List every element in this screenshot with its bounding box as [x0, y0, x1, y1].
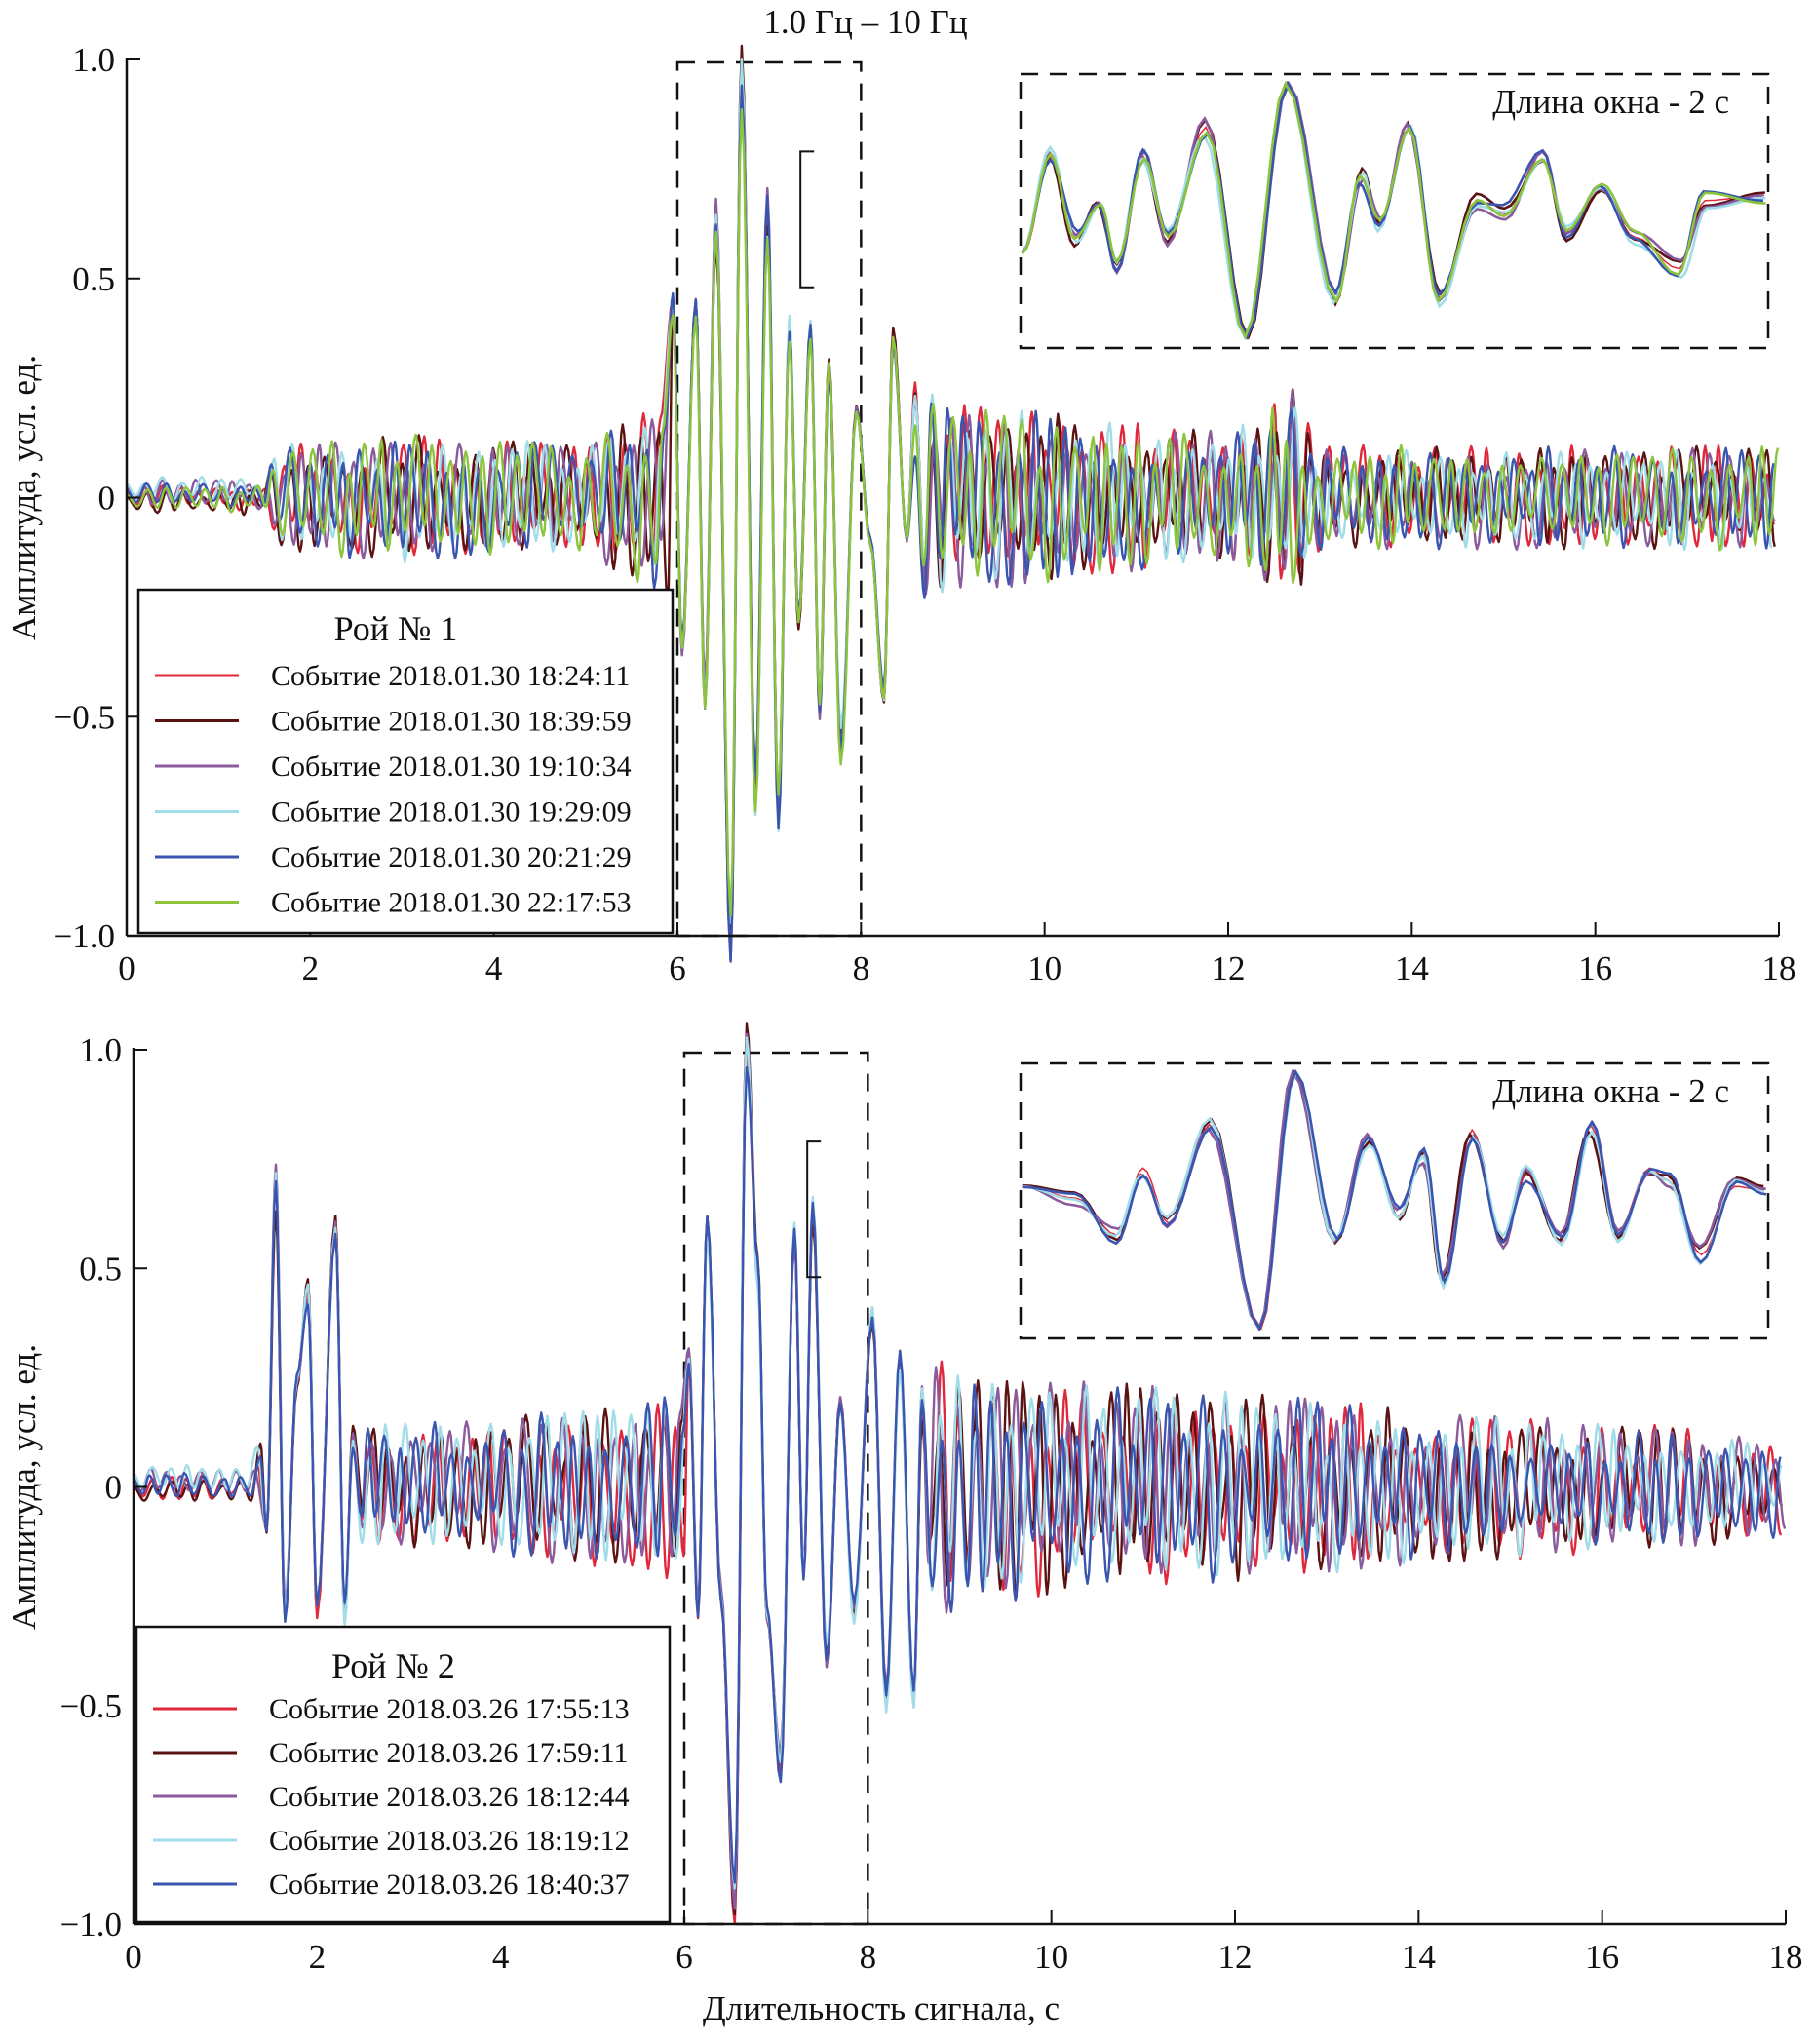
x-tick-label: 16	[1585, 1938, 1619, 1976]
legend-title: Рой № 1	[334, 609, 458, 648]
inset-series-group	[1021, 80, 1766, 340]
y-axis-label: Амплитуда, усл. ед.	[5, 1344, 43, 1630]
legend-box	[136, 588, 675, 935]
x-tick-label: 14	[1402, 1938, 1436, 1976]
inset-series-group	[1022, 1068, 1767, 1332]
y-tick-label: −0.5	[54, 698, 116, 736]
legend-entry: Событие 2018.01.30 18:24:11	[271, 660, 630, 692]
inset-label: Длина окна - 2 с	[1492, 1072, 1729, 1110]
x-axis-label: Длительность сигнала, с	[703, 1989, 1060, 2027]
inset-waveform-series-3	[1021, 81, 1763, 340]
inset-waveform-series-1	[1023, 82, 1765, 339]
inset-waveform-series-5	[1021, 81, 1764, 340]
y-tick-label: 0.5	[79, 1250, 122, 1288]
series-group	[133, 1022, 1787, 1926]
highlight-window-box	[682, 1051, 869, 1926]
y-tick-label: 1.0	[72, 41, 115, 79]
y-axis-label: Амплитуда, усл. ед.	[5, 355, 43, 640]
y-tick-label: 0	[105, 1469, 123, 1507]
bracket-marker	[806, 1140, 822, 1279]
x-tick-label: 2	[309, 1938, 327, 1976]
waveform-series-6	[126, 108, 1780, 917]
legend-entry: Событие 2018.03.26 17:59:11	[269, 1737, 628, 1769]
x-tick-label: 12	[1212, 949, 1246, 987]
x-tick-label: 4	[492, 1938, 510, 1976]
y-tick-label: −1.0	[54, 917, 116, 955]
x-tick-label: 8	[860, 1938, 877, 1976]
y-tick-label: 0	[98, 480, 116, 518]
x-tick-label: 16	[1578, 949, 1612, 987]
panel-swarm-2: 0 2 4 6 8 10 12 14 16 18 1.0 0.5 0 −0.5 −1.0 Амплитуда,…	[5, 1022, 1803, 1976]
waveform-series-5	[133, 1066, 1782, 1884]
panel-swarm-1: 0 2 4 6 8 10 12 14 16 18 1.0 0.5 0 −0.5 −1.0 Амплитуда,…	[5, 41, 1796, 987]
chart-title: 1.0 Гц – 10 Гц	[763, 3, 967, 41]
x-tick-label: 10	[1034, 1938, 1068, 1976]
x-tick-label: 18	[1762, 949, 1796, 987]
series-group	[126, 44, 1780, 963]
x-tick-label: 8	[853, 949, 870, 987]
legend-entry: Событие 2018.03.26 17:55:13	[269, 1693, 630, 1725]
x-tick-label: 12	[1218, 1938, 1253, 1976]
inset-label: Длина окна - 2 с	[1492, 83, 1729, 121]
legend-entry: Событие 2018.03.26 18:40:37	[269, 1869, 630, 1901]
y-tick-label: 1.0	[79, 1031, 122, 1069]
legend-entry: Событие 2018.01.30 19:10:34	[271, 751, 632, 783]
inset-waveform-series-6	[1021, 81, 1766, 340]
legend-entry: Событие 2018.01.30 18:39:59	[271, 706, 632, 738]
y-tick-label: −1.0	[60, 1906, 123, 1944]
legend-entry: Событие 2018.03.26 18:12:44	[269, 1781, 630, 1813]
legend-box	[135, 1625, 672, 1924]
x-tick-label: 6	[669, 949, 686, 987]
inset-waveform-series-4	[1022, 1068, 1764, 1332]
inset-waveform-series-2	[1021, 80, 1766, 340]
legend-entry: Событие 2018.01.30 19:29:09	[271, 796, 632, 829]
x-tick-label: 6	[675, 1938, 693, 1976]
inset-window-box	[1019, 1061, 1770, 1340]
x-tick-label: 10	[1027, 949, 1061, 987]
legend-entry: Событие 2018.01.30 20:21:29	[271, 841, 632, 873]
y-tick-label: −0.5	[60, 1687, 123, 1725]
x-tick-label: 4	[485, 949, 503, 987]
bracket-marker	[799, 150, 815, 289]
inset-waveform-series-5	[1022, 1068, 1767, 1332]
legend-entry: Событие 2018.03.26 18:19:12	[269, 1825, 630, 1857]
x-tick-label: 0	[118, 949, 135, 987]
inset-window-box	[1019, 72, 1770, 350]
x-tick-label: 0	[125, 1938, 142, 1976]
y-tick-label: 0.5	[72, 260, 115, 298]
inset-waveform-series-4	[1021, 80, 1766, 340]
legend-title: Рой № 2	[331, 1646, 455, 1685]
x-tick-label: 18	[1769, 1938, 1803, 1976]
waveform-series-4	[133, 1036, 1783, 1890]
legend-entry: Событие 2018.01.30 22:17:53	[271, 887, 632, 919]
x-tick-label: 14	[1395, 949, 1429, 987]
x-tick-label: 2	[302, 949, 320, 987]
